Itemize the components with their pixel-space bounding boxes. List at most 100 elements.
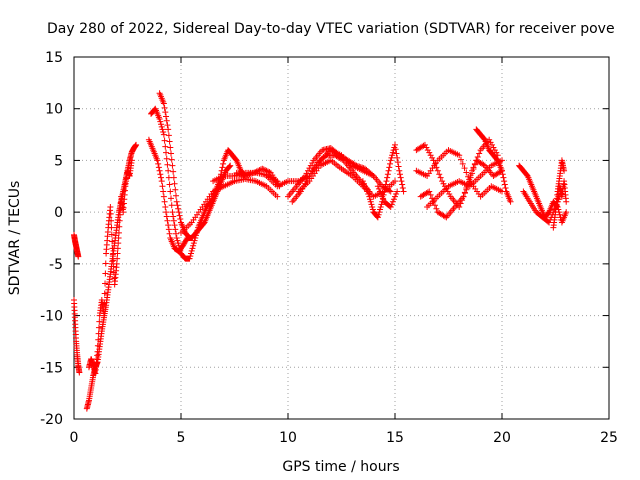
data-point [177,216,184,223]
data-point [75,253,82,260]
data-point [232,156,239,163]
data-point [474,153,481,160]
data-point [375,185,382,192]
data-point [502,185,509,192]
data-point [394,154,401,161]
data-point [155,160,162,167]
data-points [71,90,570,412]
data-point [487,139,494,146]
data-point [299,185,306,192]
data-point [396,171,403,178]
data-point [369,171,376,178]
data-point [473,157,480,164]
data-point [501,178,508,185]
data-point [499,167,505,174]
data-point [165,126,172,133]
data-point [387,203,394,210]
x-tick-label: 10 [279,430,297,446]
data-point [424,147,431,154]
data-point [162,109,169,116]
data-point [114,250,121,257]
data-point [383,178,390,185]
data-point [369,203,376,210]
y-tick-label: 10 [45,102,63,118]
data-point [360,180,367,187]
data-point [114,255,121,262]
data-point [392,141,398,148]
data-point [163,149,170,156]
data-point [172,186,179,193]
data-point [309,160,316,167]
data-point [187,253,194,260]
data-point [156,167,163,174]
data-point [307,162,314,169]
data-point [157,171,164,178]
data-point [111,275,118,282]
data-point [429,154,436,161]
data-point [165,222,172,229]
data-point [115,229,122,236]
data-point [163,209,170,216]
data-point [357,164,364,171]
data-point [260,166,267,173]
data-point [109,245,116,252]
data-point [423,144,430,151]
data-point [364,188,371,195]
data-point [227,162,234,169]
data-point [377,203,384,210]
x-tick-label: 15 [386,430,404,446]
data-point [378,201,385,208]
data-point [367,196,374,203]
data-point [393,191,400,198]
data-point [440,180,447,187]
data-point [102,260,109,267]
data-point [102,280,109,287]
data-point [300,183,307,190]
data-point [256,167,263,174]
data-point [233,169,240,176]
data-point [170,168,177,175]
data-point [76,369,83,376]
data-point [339,156,346,163]
data-point [108,224,115,231]
data-point [398,178,405,185]
data-point [388,201,395,208]
data-point [392,193,398,200]
data-point [461,189,468,196]
data-point [156,116,163,123]
data-point [501,181,508,188]
data-point [157,118,164,125]
data-point [246,171,253,178]
data-point [356,163,363,170]
data-point [115,235,122,241]
data-point [102,270,109,277]
data-point [200,220,207,227]
data-point [396,167,403,174]
data-point [250,169,257,176]
data-point [154,157,161,164]
data-point [353,162,360,169]
data-point [421,141,428,148]
data-point [561,167,568,174]
data-point [95,324,102,331]
data-point [376,209,383,216]
y-tick-label: -15 [40,360,63,376]
data-point [507,198,514,205]
data-point [113,260,120,267]
data-point [170,174,177,181]
data-point [158,123,165,130]
data-point [297,188,304,195]
data-point [395,163,402,170]
y-tick-label: 15 [45,50,63,66]
data-point [174,237,181,244]
data-point [388,154,395,161]
data-point [362,183,369,190]
data-point [175,205,182,212]
data-point [380,196,387,203]
data-point [427,191,434,198]
data-point [481,135,488,142]
data-point [115,240,122,247]
data-point [108,231,115,238]
data-point [109,238,116,245]
data-point [374,183,381,190]
